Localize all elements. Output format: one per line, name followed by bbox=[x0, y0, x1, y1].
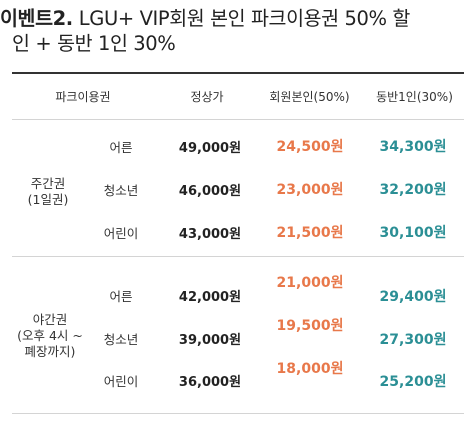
normal-price: 42,000원 bbox=[178, 290, 242, 305]
member-price: 23,000원 bbox=[276, 182, 344, 198]
event-number: 이벤트2. bbox=[0, 7, 73, 30]
group-label-line: (1일권) bbox=[27, 192, 69, 207]
table-bottom-border bbox=[12, 413, 464, 414]
member-price: 19,500원 bbox=[276, 318, 344, 334]
header-companion-price: 동반1인(30%) bbox=[376, 90, 453, 104]
row-type: 어린이 bbox=[103, 226, 139, 241]
header-pass-type: 파크이용권 bbox=[55, 90, 111, 104]
row-type: 어린이 bbox=[103, 374, 139, 389]
member-price: 24,500원 bbox=[276, 139, 344, 155]
page-title: 이벤트2. LGU+ VIP회원 본인 파크이용권 50% 할 인 + 동반 1인… bbox=[0, 6, 470, 56]
table-top-border bbox=[12, 72, 464, 74]
row-type: 어른 bbox=[109, 289, 133, 304]
member-price: 21,500원 bbox=[276, 225, 344, 241]
group-label-day-pass: 주간권 (1일권) bbox=[12, 176, 84, 208]
member-price: 21,000원 bbox=[276, 275, 344, 291]
companion-price: 29,400원 bbox=[379, 289, 447, 305]
member-price: 18,000원 bbox=[276, 361, 344, 377]
header-normal-price: 정상가 bbox=[190, 90, 224, 104]
normal-price: 36,000원 bbox=[178, 375, 242, 390]
header-member-price: 회원본인(50%) bbox=[269, 90, 350, 104]
companion-price: 25,200원 bbox=[379, 374, 447, 390]
title-line-2: 인 + 동반 1인 30% bbox=[12, 32, 176, 55]
group-label-line: 야간권 bbox=[32, 312, 68, 327]
group-label-line: 폐장까지) bbox=[24, 344, 76, 359]
companion-price: 27,300원 bbox=[379, 332, 447, 348]
normal-price: 39,000원 bbox=[178, 333, 242, 348]
group-label-line: 주간권 bbox=[30, 176, 66, 191]
companion-price: 32,200원 bbox=[379, 182, 447, 198]
row-type: 어른 bbox=[109, 140, 133, 155]
header-divider bbox=[12, 119, 464, 120]
row-type: 청소년 bbox=[103, 332, 139, 347]
normal-price: 43,000원 bbox=[178, 227, 242, 242]
group-divider bbox=[12, 256, 464, 257]
companion-price: 34,300원 bbox=[379, 139, 447, 155]
group-label-night-pass: 야간권 (오후 4시 ~ 폐장까지) bbox=[10, 312, 90, 360]
companion-price: 30,100원 bbox=[379, 225, 447, 241]
normal-price: 49,000원 bbox=[178, 141, 242, 156]
group-label-line: (오후 4시 ~ bbox=[17, 328, 83, 343]
normal-price: 46,000원 bbox=[178, 184, 242, 199]
title-line-1: LGU+ VIP회원 본인 파크이용권 50% 할 bbox=[78, 7, 411, 30]
row-type: 청소년 bbox=[103, 183, 139, 198]
